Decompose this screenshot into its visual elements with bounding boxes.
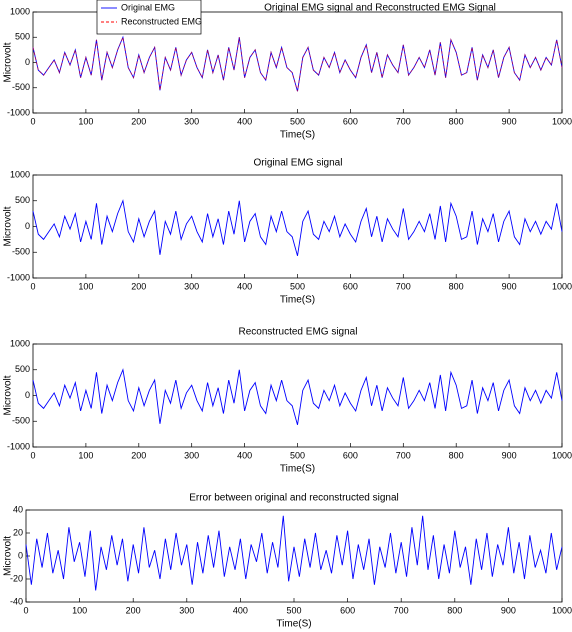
y-tick-label: 40 [13, 504, 23, 514]
y-tick-label: -1000 [7, 107, 30, 117]
y-tick-label: 0 [25, 221, 30, 231]
x-tick-label: 700 [396, 450, 411, 460]
y-tick-label: 0 [25, 390, 30, 400]
legend-label: Reconstructed EMG [121, 16, 202, 26]
y-tick-label: -500 [12, 416, 30, 426]
x-axis-label: Time(S) [280, 130, 315, 141]
y-tick-label: 500 [15, 195, 30, 205]
y-axis-label: Microvolt [3, 536, 14, 576]
signal-line [32, 35, 563, 92]
x-tick-label: 700 [396, 116, 411, 126]
x-tick-label: 600 [343, 281, 358, 291]
x-tick-label: 0 [30, 281, 35, 291]
x-tick-label: 500 [290, 281, 305, 291]
x-tick-label: 900 [502, 450, 517, 460]
x-tick-label: 200 [131, 116, 146, 126]
x-tick-label: 400 [233, 605, 248, 615]
y-tick-label: 500 [15, 32, 30, 42]
x-tick-label: 300 [184, 116, 199, 126]
x-tick-label: 100 [78, 450, 93, 460]
x-tick-label: 800 [447, 605, 462, 615]
y-tick-label: -40 [10, 596, 23, 606]
chart-title: Original EMG signal and Reconstructed EM… [264, 3, 496, 14]
y-axis-label: Microvolt [3, 375, 14, 415]
x-tick-label: 700 [394, 605, 409, 615]
chart-title: Original EMG signal [254, 158, 343, 169]
y-axis-label: Microvolt [3, 206, 14, 246]
x-tick-label: 600 [343, 116, 358, 126]
x-tick-label: 300 [179, 605, 194, 615]
y-tick-label: 20 [13, 527, 23, 537]
signal-line [25, 515, 563, 591]
signal-line [32, 199, 563, 256]
x-tick-label: 0 [23, 605, 28, 615]
y-tick-label: -20 [10, 573, 23, 583]
x-tick-label: 0 [30, 116, 35, 126]
x-tick-label: 100 [72, 605, 87, 615]
x-tick-label: 800 [449, 281, 464, 291]
y-tick-label: -500 [12, 247, 30, 257]
y-tick-label: 0 [25, 57, 30, 67]
x-tick-label: 1000 [552, 450, 572, 460]
y-tick-label: 1000 [10, 169, 30, 179]
legend-label: Original EMG [121, 2, 175, 12]
x-axis-label: Time(S) [276, 619, 311, 630]
x-tick-label: 200 [126, 605, 141, 615]
x-axis-label: Time(S) [280, 464, 315, 475]
chart-title: Error between original and reconstructed… [189, 493, 399, 504]
x-tick-label: 0 [30, 450, 35, 460]
signal-line [32, 368, 563, 425]
x-tick-label: 300 [184, 281, 199, 291]
x-tick-label: 100 [78, 116, 93, 126]
legend-box [96, 0, 202, 35]
x-tick-label: 500 [286, 605, 301, 615]
x-tick-label: 500 [290, 450, 305, 460]
x-tick-label: 900 [502, 281, 517, 291]
y-tick-label: 1000 [10, 6, 30, 16]
x-tick-label: 400 [237, 116, 252, 126]
x-tick-label: 1000 [552, 116, 572, 126]
y-tick-label: -1000 [7, 441, 30, 451]
y-tick-label: -500 [12, 82, 30, 92]
x-tick-label: 1000 [552, 605, 572, 615]
x-tick-label: 400 [237, 281, 252, 291]
x-tick-label: 300 [184, 450, 199, 460]
x-tick-label: 800 [449, 116, 464, 126]
x-tick-label: 200 [131, 281, 146, 291]
chart-title: Reconstructed EMG signal [239, 327, 358, 338]
x-tick-label: 200 [131, 450, 146, 460]
x-tick-label: 600 [340, 605, 355, 615]
x-tick-label: 600 [343, 450, 358, 460]
x-tick-label: 1000 [552, 281, 572, 291]
x-tick-label: 100 [78, 281, 93, 291]
y-tick-label: -1000 [7, 272, 30, 282]
plot-frame [25, 509, 563, 603]
y-tick-label: 0 [18, 550, 23, 560]
y-tick-label: 1000 [10, 338, 30, 348]
y-axis-label: Microvolt [3, 42, 14, 82]
plot-frame [32, 343, 563, 448]
x-tick-label: 400 [237, 450, 252, 460]
x-tick-label: 800 [449, 450, 464, 460]
x-tick-label: 900 [502, 116, 517, 126]
x-tick-label: 500 [290, 116, 305, 126]
y-tick-label: 500 [15, 364, 30, 374]
x-tick-label: 700 [396, 281, 411, 291]
plot-frame [32, 174, 563, 279]
x-tick-label: 900 [501, 605, 516, 615]
x-axis-label: Time(S) [280, 295, 315, 306]
